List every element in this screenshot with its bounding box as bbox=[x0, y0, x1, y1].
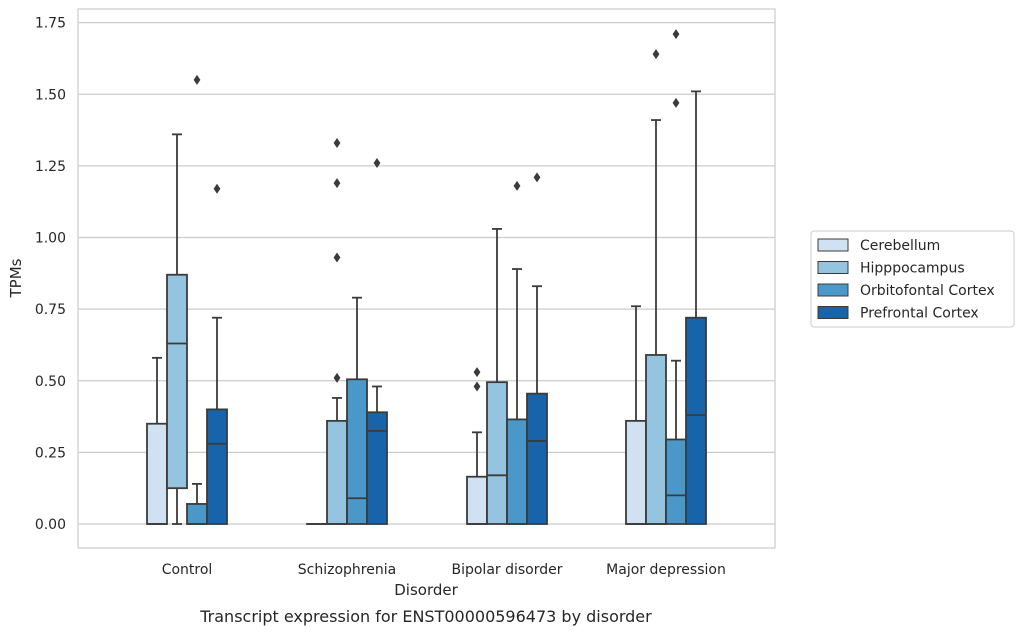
y-tick-label: 0.75 bbox=[35, 302, 66, 318]
box-body bbox=[645, 354, 667, 525]
legend-frame bbox=[810, 230, 1015, 328]
outlier-point bbox=[473, 367, 481, 378]
box-1-1 bbox=[326, 137, 348, 525]
y-tick-label: 0.00 bbox=[35, 517, 66, 533]
legend-label: Orbitofontal Cortex bbox=[860, 283, 995, 299]
box-body bbox=[366, 411, 388, 525]
chart-caption: Transcript expression for ENST0000059647… bbox=[199, 607, 652, 626]
box-body bbox=[146, 422, 168, 525]
box-body bbox=[665, 438, 687, 525]
box-body bbox=[466, 475, 488, 525]
gridlines bbox=[78, 22, 775, 525]
outlier-point bbox=[672, 97, 680, 108]
box-3-2 bbox=[526, 172, 548, 525]
box-0-3 bbox=[625, 305, 647, 525]
box-body bbox=[526, 392, 548, 525]
legend-label: Cerebellum bbox=[860, 238, 940, 254]
box-body bbox=[506, 418, 528, 525]
outlier-point bbox=[652, 49, 660, 60]
x-tick-label: Control bbox=[162, 562, 213, 578]
legend-label: Prefrontal Cortex bbox=[860, 306, 979, 322]
x-axis-title: Disorder bbox=[394, 581, 458, 599]
box-0-2 bbox=[466, 367, 488, 525]
box-body bbox=[625, 419, 647, 525]
legend-swatch bbox=[817, 261, 849, 274]
x-tick-label: Major depression bbox=[606, 562, 726, 578]
outlier-point bbox=[473, 381, 481, 392]
y-tick-label: 0.25 bbox=[35, 445, 66, 461]
box-body bbox=[326, 419, 348, 525]
y-tick-label: 1.00 bbox=[35, 231, 66, 247]
box-body bbox=[166, 273, 188, 490]
outlier-point bbox=[333, 252, 341, 263]
legend-swatch bbox=[817, 283, 849, 297]
outlier-point bbox=[513, 180, 521, 191]
y-axis-ticks: 0.00 0.25 0.50 0.75 1.00 1.25 1.50 1.75 bbox=[35, 16, 66, 533]
legend-swatch bbox=[817, 238, 849, 252]
y-tick-label: 1.75 bbox=[35, 16, 66, 32]
plot-area-frame bbox=[77, 8, 776, 549]
box-body bbox=[685, 316, 707, 525]
box-body bbox=[186, 503, 208, 525]
box-1-2 bbox=[486, 228, 508, 525]
box-body bbox=[346, 378, 368, 525]
box-3-0 bbox=[206, 183, 228, 525]
legend-swatch bbox=[817, 306, 849, 319]
outlier-point bbox=[333, 178, 341, 189]
box-2-3 bbox=[665, 29, 687, 525]
outlier-point bbox=[333, 372, 341, 383]
outlier-point bbox=[672, 29, 680, 40]
box-3-1 bbox=[366, 158, 388, 525]
y-tick-label: 0.50 bbox=[35, 374, 66, 390]
y-axis-title: TPMs bbox=[7, 258, 25, 298]
box-1-3 bbox=[645, 49, 667, 525]
legend: Cerebellum Hipppocampus Orbitofontal Corte… bbox=[810, 230, 1015, 328]
box-0-0 bbox=[146, 356, 168, 525]
legend-label: Hipppocampus bbox=[860, 261, 965, 277]
y-tick-label: 1.25 bbox=[35, 159, 66, 175]
outlier-point bbox=[533, 172, 541, 183]
x-tick-label: Schizophrenia bbox=[298, 562, 396, 578]
box-1-0 bbox=[166, 133, 188, 525]
box-3-3 bbox=[685, 90, 707, 525]
x-axis-ticks: Control Schizophrenia Bipolar disorder Majo… bbox=[162, 562, 726, 578]
box-2-1 bbox=[346, 296, 368, 525]
outlier-point bbox=[373, 158, 381, 169]
x-tick-label: Bipolar disorder bbox=[451, 562, 562, 578]
outlier-point bbox=[333, 137, 341, 148]
boxes bbox=[146, 29, 707, 525]
box-body bbox=[486, 381, 508, 525]
outlier-point bbox=[193, 74, 201, 85]
box-2-0 bbox=[186, 74, 208, 525]
outlier-point bbox=[213, 183, 221, 194]
box-body bbox=[206, 408, 228, 525]
y-tick-label: 1.50 bbox=[35, 87, 66, 103]
box-2-2 bbox=[506, 180, 528, 525]
